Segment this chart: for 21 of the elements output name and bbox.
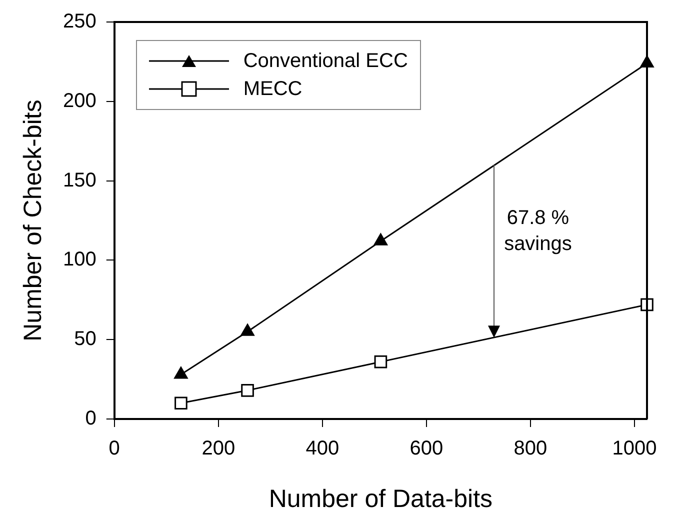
x-axis-title: Number of Data-bits bbox=[268, 484, 493, 513]
legend-label: Conventional ECC bbox=[243, 50, 408, 72]
point bbox=[374, 355, 388, 368]
legend-label: MECC bbox=[243, 78, 302, 100]
y-tick-label: 50 bbox=[74, 328, 96, 350]
annotation: 67.8 % savings bbox=[504, 206, 572, 257]
point bbox=[241, 384, 254, 397]
y-tick-label: 150 bbox=[62, 169, 96, 192]
y-tick-label: 250 bbox=[62, 10, 96, 33]
y-axis-title: Number of Check-bits bbox=[18, 100, 47, 342]
x-tick-label: 800 bbox=[514, 438, 548, 460]
y-tick-label: 100 bbox=[62, 248, 96, 271]
point bbox=[174, 396, 188, 410]
x-tick-label: 600 bbox=[410, 438, 444, 460]
y-tick-label: 200 bbox=[62, 90, 96, 112]
x-tick-label: 400 bbox=[306, 438, 340, 460]
y-tick-label: 0 bbox=[85, 408, 96, 430]
x-tick-label: 0 bbox=[108, 438, 120, 460]
x-tick-label: 1000 bbox=[612, 438, 657, 460]
x-tick-label: 200 bbox=[202, 438, 236, 460]
point bbox=[374, 233, 388, 246]
